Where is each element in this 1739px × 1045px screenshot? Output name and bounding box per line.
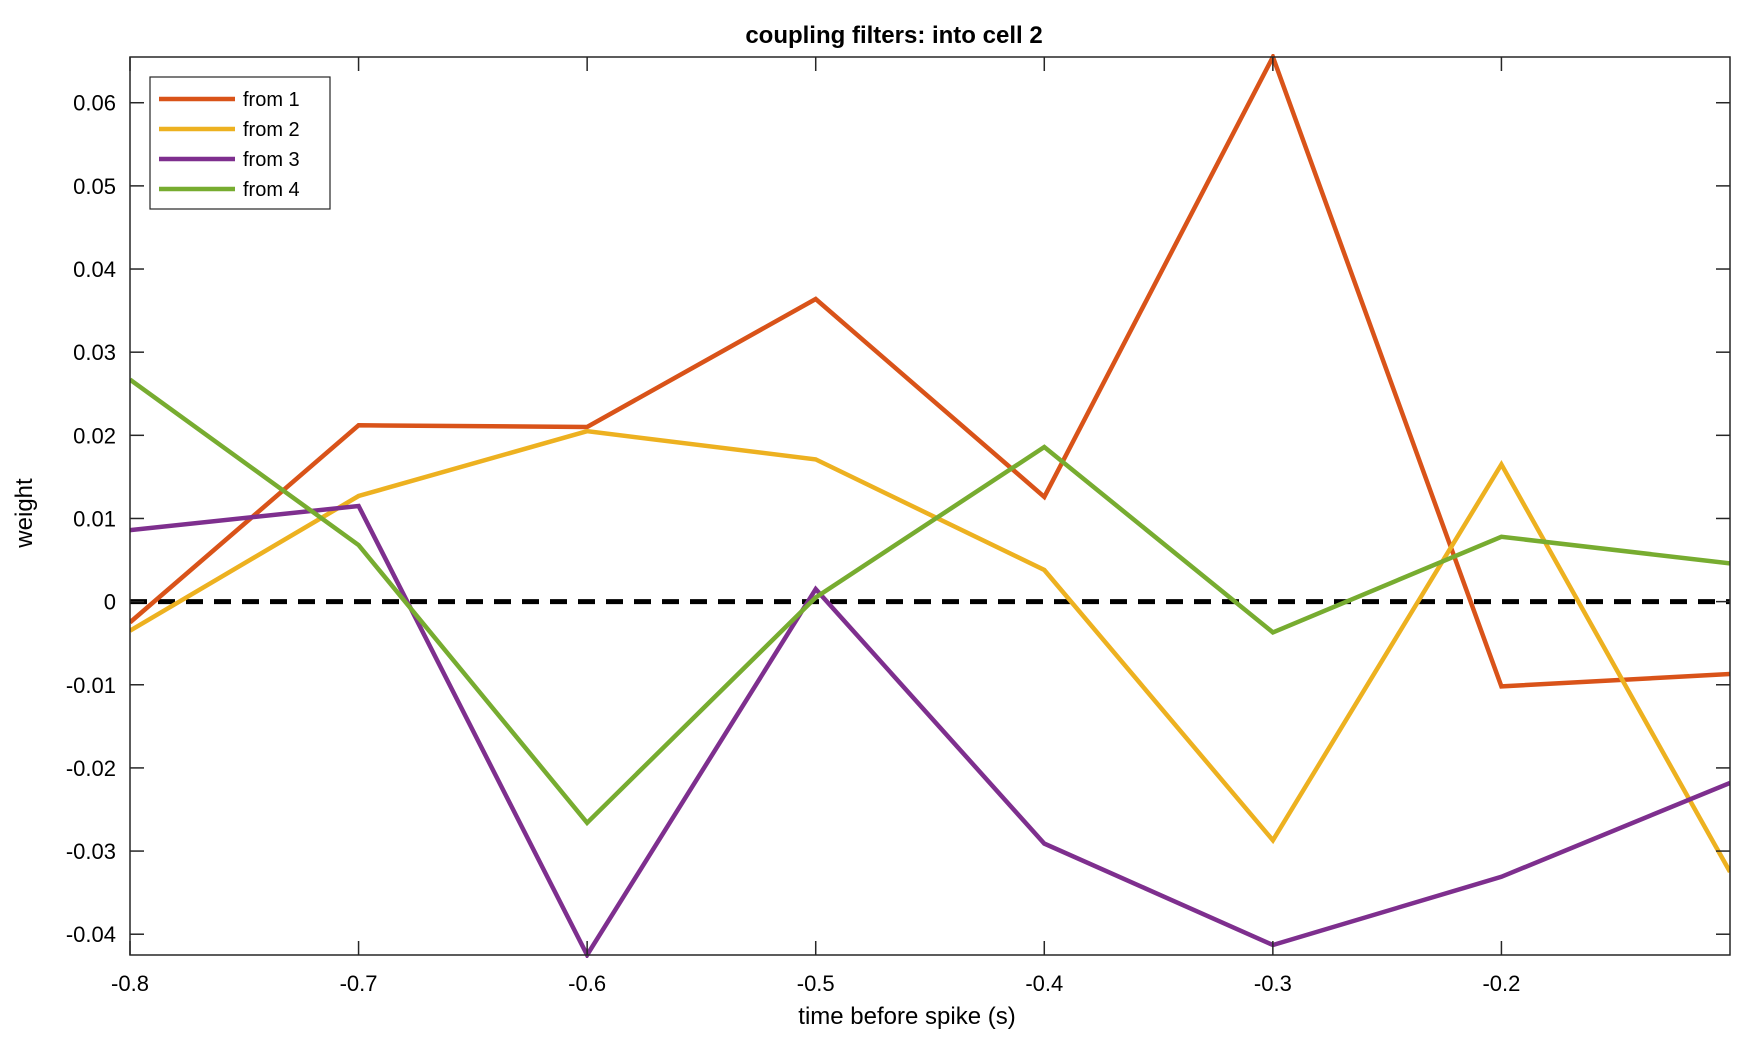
x-tick-label: -0.6 (568, 971, 606, 996)
x-tick-label: -0.5 (797, 971, 835, 996)
x-tick-label: -0.2 (1482, 971, 1520, 996)
y-tick-label: -0.04 (66, 922, 116, 947)
series-line-3 (130, 503, 1730, 958)
legend-entry: from 2 (243, 119, 300, 141)
y-tick-label: -0.02 (66, 756, 116, 781)
y-axis-label: weight (11, 478, 38, 549)
axes-frame (129, 56, 1731, 956)
x-axis: -0.8 -0.7 -0.6 -0.5 -0.4 -0.3 -0.2 (111, 57, 1520, 996)
y-tick-label: 0.01 (73, 506, 116, 531)
series-line-4 (130, 377, 1730, 827)
x-tick-label: -0.8 (111, 971, 149, 996)
series-lines (130, 54, 1730, 958)
y-tick-label: -0.01 (66, 673, 116, 698)
x-tick-label: -0.7 (340, 971, 378, 996)
y-tick-label: 0.03 (73, 340, 116, 365)
plot-area (130, 57, 1730, 955)
chart-title: coupling filters: into cell 2 (745, 22, 1042, 49)
series-line-2 (130, 428, 1730, 874)
y-axis: 0.06 0.05 0.04 0.03 0.02 0.01 0 -0.01 -0.02 -0.03… (66, 91, 1730, 947)
x-tick-label: -0.3 (1254, 971, 1292, 996)
y-tick-label: 0.06 (73, 91, 116, 116)
x-tick-label: -0.4 (1025, 971, 1063, 996)
y-tick-label: 0 (104, 590, 116, 615)
y-tick-label: 0.04 (73, 257, 116, 282)
y-tick-label: 0.05 (73, 174, 116, 199)
legend-entry: from 1 (243, 89, 300, 111)
x-axis-label: time before spike (s) (798, 1003, 1015, 1030)
legend-entry: from 4 (243, 179, 300, 201)
legend: from 1 from 2 from 3 from 4 (149, 76, 331, 210)
plot-background (130, 57, 1730, 955)
y-tick-label: 0.02 (73, 423, 116, 448)
y-tick-label: -0.03 (66, 839, 116, 864)
legend-entry: from 3 (243, 149, 300, 171)
series-line-1 (130, 54, 1730, 689)
axes-box (129, 56, 1731, 956)
